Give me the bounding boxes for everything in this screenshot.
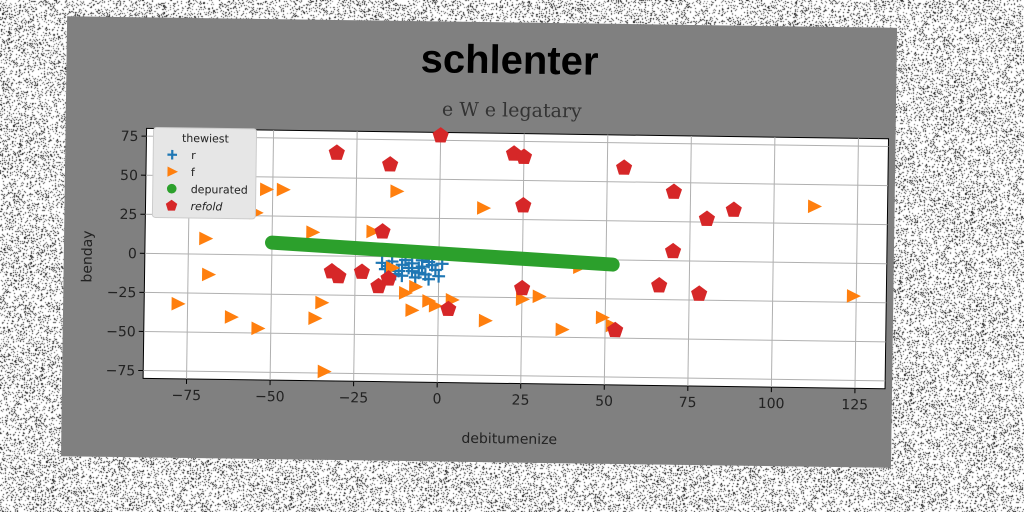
- point-r: [395, 269, 409, 283]
- point-refold: [665, 183, 682, 199]
- x-tick-label: 25: [511, 392, 529, 408]
- point-f: [409, 279, 424, 294]
- y-grid-line: [143, 330, 886, 343]
- point-f: [276, 182, 291, 197]
- point-refold: [440, 300, 457, 317]
- point-refold: [616, 159, 633, 175]
- point-f: [478, 313, 493, 328]
- point-refold: [353, 263, 370, 279]
- x-tick-label: −25: [339, 390, 369, 406]
- y-grid-line: [143, 370, 886, 382]
- point-f: [428, 298, 443, 313]
- point-f: [555, 322, 570, 337]
- point-f: [308, 311, 323, 325]
- point-f: [846, 289, 861, 303]
- y-grid-line: [145, 174, 888, 187]
- point-f: [366, 224, 381, 239]
- y-tick-label: 75: [121, 129, 139, 145]
- point-f: [390, 184, 405, 198]
- y-tick-label: 0: [128, 246, 137, 262]
- legend-title: thewiest: [182, 132, 230, 146]
- point-f: [595, 310, 610, 325]
- legend: thewiest rf depurated refold: [151, 127, 258, 220]
- legend-box: [151, 127, 258, 220]
- point-f: [251, 321, 266, 336]
- y-grid-line: [145, 213, 888, 226]
- y-grid-line: [146, 135, 889, 148]
- legend-label-f: f: [191, 166, 196, 179]
- chart-title: schlenter: [420, 37, 598, 83]
- point-f: [199, 231, 214, 246]
- point-refold: [651, 277, 668, 293]
- y-tick-label: −50: [106, 324, 136, 340]
- point-refold: [725, 201, 742, 217]
- point-refold: [380, 270, 397, 286]
- x-axis-label: debitumenize: [461, 431, 557, 448]
- point-f: [405, 303, 420, 317]
- point-r: [412, 261, 426, 275]
- point-refold: [382, 156, 399, 172]
- y-tick-label: 25: [119, 207, 137, 223]
- x-tick-label: 125: [841, 397, 868, 413]
- x-tick-label: 50: [595, 394, 613, 410]
- x-tick-label: 0: [432, 391, 441, 407]
- point-refold: [664, 242, 682, 259]
- point-f: [315, 295, 330, 310]
- series-depurated-line: [265, 235, 620, 272]
- legend-marker-depurated: [166, 183, 177, 194]
- x-axis-ticks: −75 −50 −25 0 25 50 75 100 125: [171, 378, 868, 413]
- point-refold: [698, 210, 716, 226]
- point-refold: [514, 279, 531, 296]
- data-marks: [171, 127, 861, 379]
- x-tick-label: 75: [679, 395, 697, 411]
- x-tick-label: 100: [758, 396, 785, 412]
- y-tick-label: −25: [107, 285, 137, 301]
- point-r: [405, 264, 419, 278]
- legend-marker-r: [167, 149, 178, 160]
- point-refold: [691, 285, 708, 301]
- x-tick-label: −75: [171, 388, 201, 404]
- point-f: [306, 225, 321, 239]
- y-grid-line: [144, 291, 887, 304]
- point-refold: [515, 197, 532, 213]
- point-refold: [432, 127, 449, 143]
- point-f: [201, 267, 217, 282]
- y-tick-label: −75: [106, 363, 136, 379]
- point-r: [422, 272, 436, 286]
- point-f: [317, 364, 332, 379]
- legend-label-refold: refold: [190, 200, 223, 213]
- point-f: [171, 296, 186, 311]
- point-f: [807, 199, 823, 214]
- point-f: [259, 182, 275, 197]
- series-depurated: [265, 235, 620, 272]
- point-refold: [330, 267, 347, 284]
- point-f: [224, 310, 239, 324]
- point-f: [515, 292, 530, 306]
- series-refold: [323, 127, 742, 338]
- point-refold: [515, 148, 533, 165]
- legend-label-r: r: [191, 149, 196, 162]
- y-tick-label: 50: [120, 168, 138, 184]
- point-r: [425, 258, 439, 272]
- point-r: [432, 269, 446, 283]
- point-refold: [374, 223, 391, 239]
- y-axis-ticks: 75 50 25 0 −25 −50 −75: [106, 129, 147, 379]
- legend-marker-f: [167, 166, 178, 177]
- point-f: [476, 201, 492, 215]
- point-refold: [607, 321, 624, 338]
- legend-label-depurated: depurated: [191, 183, 248, 197]
- y-axis-label: benday: [79, 230, 96, 282]
- point-refold: [328, 144, 345, 160]
- x-tick-label: −50: [255, 389, 285, 405]
- point-f: [398, 286, 414, 300]
- legend-marker-refold: [165, 199, 178, 211]
- chart-subtitle: e W e legatary: [442, 98, 582, 122]
- point-f: [532, 289, 547, 304]
